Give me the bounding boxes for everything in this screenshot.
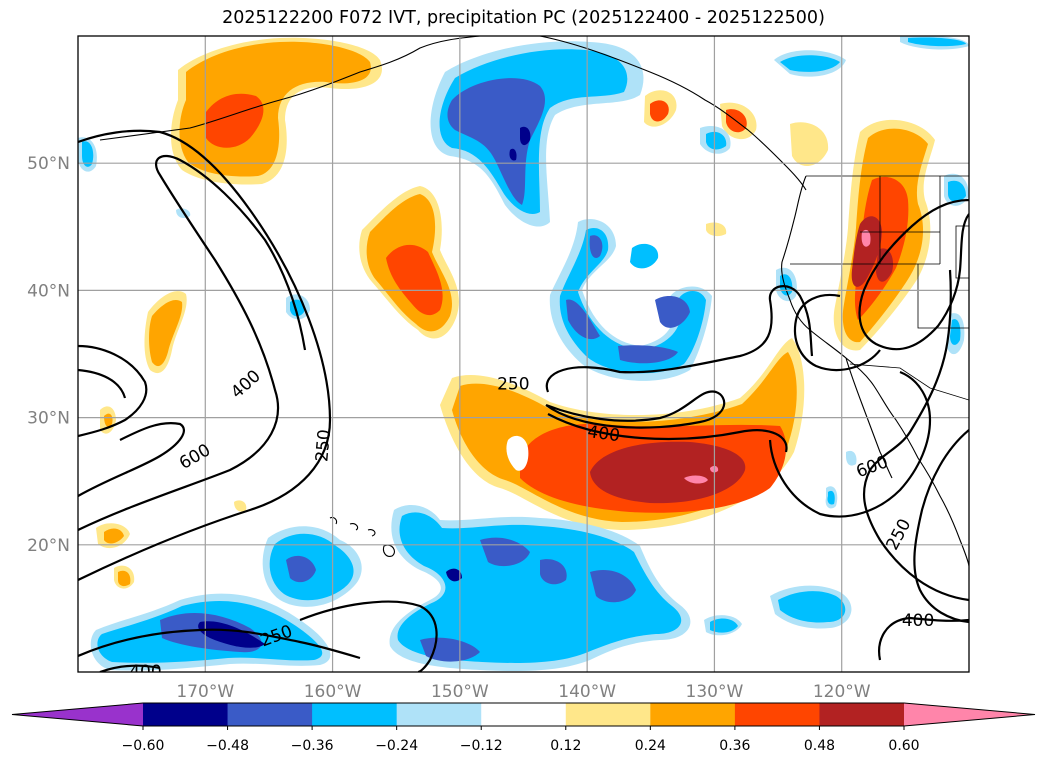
longitude-labels: 170°W 160°W 150°W 140°W 130°W 120°W [176,682,870,702]
white-hole [506,435,529,471]
negative-anomaly-southeast [710,591,846,633]
ivt-contour-250-central [545,285,814,393]
ivt-contour-600-west [78,344,185,497]
negative-anomaly-southern-belt [286,555,316,583]
ivt-contour-bottom [99,664,161,672]
negative-anomaly-core [509,148,517,161]
colorbar-tick-label: −0.24 [375,738,418,754]
border-us-mexico [849,363,969,401]
coastline-alaska-panhandle [539,36,807,191]
ivt-contour-label: 250 [497,375,529,395]
colorbar-tick-label: −0.48 [206,738,249,754]
colorbar-segment [819,703,905,726]
positive-anomaly-small [149,299,183,367]
latitude-label: 40°N [27,281,70,301]
longitude-label: 160°W [304,682,362,702]
colorbar-segment [650,703,736,726]
longitude-label: 170°W [176,682,234,702]
positive-anomaly-alaska [206,93,264,148]
ivt-contour-south-400 [299,600,438,672]
positive-anomaly-coast [854,176,909,320]
colorbar-tick-label: 0.60 [888,738,919,754]
coastlines [99,36,969,567]
border-states [790,176,969,329]
map-frame [77,35,970,673]
ivt-contour-400-central [545,390,726,429]
coastline-north-america [781,175,969,567]
negative-anomaly-southern-belt [420,537,636,662]
positive-anomaly-small [104,413,131,587]
positive-anomaly-mid-pacific [386,244,443,316]
negative-anomaly-small [630,243,659,269]
colorbar-segment [565,703,651,726]
colorbar-tick-label: 0.36 [719,738,750,754]
colorbar-segment [734,703,820,726]
positive-anomaly-peak [684,475,708,484]
ivt-contour-label: 250 [312,429,335,463]
ivt-contour-southeast-400 [878,616,969,661]
negative-anomaly-core [198,621,265,648]
positive-anomaly-subtropical-band [590,441,746,504]
colorbar-segment [312,703,398,726]
colorbar-segment [481,703,567,726]
longitude-label: 140°W [558,682,616,702]
ivt-contour-label: 400 [586,422,621,446]
colorbar-segment [143,703,229,726]
positive-anomaly-peak [861,229,871,247]
colorbar: −0.60 −0.48 −0.36 −0.24 −0.12 0.12 0.24 0.36 0.4… [11,702,1036,754]
colorbar-tick-label: −0.36 [291,738,334,754]
ivt-contour-east-250 [793,293,881,371]
negative-anomaly-core [520,126,531,146]
ivt-contour-label: 400 [902,611,934,631]
latitude-label: 20°N [27,536,70,556]
coastline-alaska [99,36,481,141]
coastline-baja [845,357,893,479]
colorbar-tick-label: 0.12 [550,738,581,754]
colorbar-segment [396,703,482,726]
latitude-label: 30°N [27,409,70,429]
longitude-label: 150°W [431,682,489,702]
map-gridlines [78,36,969,672]
ivt-contour-east-loop [858,198,969,351]
negative-anomaly-core [446,568,462,582]
precipitation-pc-shading [78,36,969,671]
colorbar-tick-label: −0.12 [460,738,503,754]
negative-anomaly-southern-belt [397,512,682,663]
ivt-contour-250-west [78,129,332,581]
latitude-labels: 50°N 40°N 30°N 20°N [27,154,70,556]
longitude-label: 130°W [686,682,744,702]
colorbar-extend-min [12,703,143,726]
latitude-label: 50°N [27,154,70,174]
colorbar-tick-label: 0.48 [804,738,835,754]
ivt-contour-label: 400 [129,662,161,682]
negative-anomaly-u-shape [566,235,690,364]
colorbar-tick-label: 0.24 [635,738,666,754]
map-title: 2025122200 F072 IVT, precipitation PC (2… [222,8,825,28]
ivt-contour-400-central-lower [547,413,788,453]
ivt-contour-south-250 [78,628,361,660]
ivt-contour-southeast [863,269,969,602]
colorbar-extend-max [904,703,1035,726]
positive-anomaly-small [650,100,747,133]
longitude-label: 120°W [813,682,871,702]
ivt-contour-east-600 [768,370,932,518]
colorbar-tick-label: −0.60 [122,738,165,754]
ivt-contour-southeast-250 [913,429,969,624]
coastline-hawaii [329,516,395,557]
ivt-contours [78,129,969,672]
colorbar-segment [227,703,313,726]
ivt-contour-400-west [78,154,307,531]
negative-anomaly-gulf-of-alaska [447,78,546,205]
negative-anomaly-small [78,36,969,509]
